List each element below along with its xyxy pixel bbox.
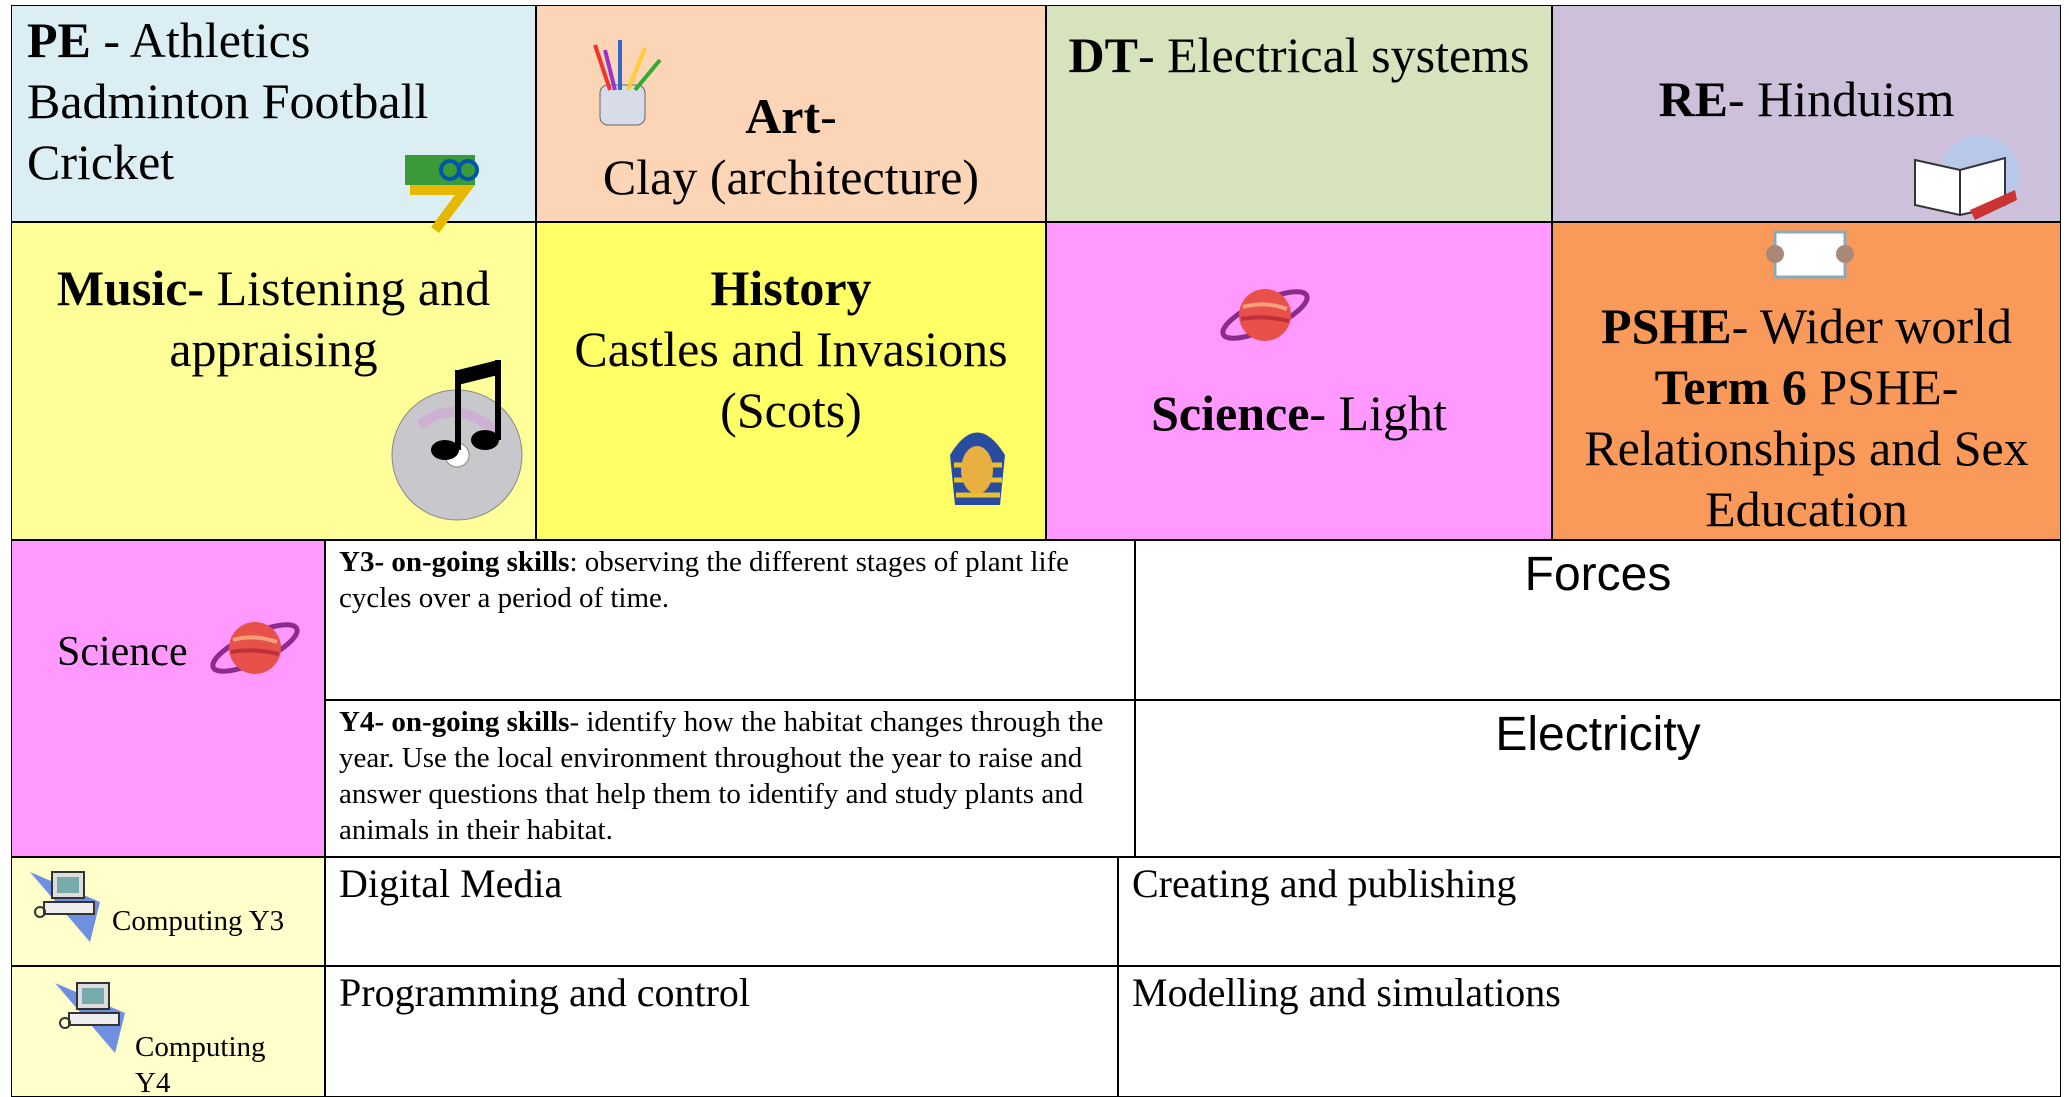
- computing-cell: [325, 857, 1118, 966]
- text-part: Term 6: [1654, 359, 1807, 415]
- computing-topic: Modelling and simulations: [1132, 970, 1561, 1015]
- text-part: PE: [27, 12, 91, 68]
- icon: [55, 982, 125, 1053]
- text-part: Science: [1151, 385, 1310, 441]
- topic-cell: [1135, 700, 2061, 857]
- science-label: Science: [57, 629, 188, 675]
- text-part: : observing the different stages of plan…: [339, 546, 1070, 614]
- text-part: Y4- on-going skills: [339, 706, 570, 738]
- skills-cell: [325, 700, 1135, 857]
- subject-text: Art-Clay (architecture): [546, 86, 1036, 208]
- subject-text: PSHE- Wider world Term 6 PSHE- Relations…: [1562, 296, 2051, 540]
- text-part: PSHE- Relationships and Sex Education: [1584, 359, 2029, 537]
- text-part: History: [710, 260, 872, 316]
- text-part: - Electrical systems: [1137, 27, 1530, 83]
- subject-text: Science- Light: [1056, 383, 1542, 444]
- text-part: DT: [1068, 27, 1138, 83]
- computing-cell: [325, 966, 1118, 1097]
- computing-cell: [1118, 857, 2061, 966]
- computing-label: Computing Y3: [112, 905, 285, 937]
- computing-topic: Digital Media: [339, 861, 563, 906]
- text-part: PSHE: [1601, 298, 1732, 354]
- text-part: -: [820, 88, 837, 144]
- computing-topic: Programming and control: [339, 970, 751, 1015]
- text-part: - identify how the habitat changes throu…: [339, 706, 1104, 846]
- icon: [1766, 230, 1854, 279]
- subject-text: HistoryCastles and Invasions (Scots): [546, 258, 1036, 441]
- topic-text: Forces: [1524, 548, 1672, 601]
- computing-topic: Creating and publishing: [1132, 861, 1517, 906]
- text-part: Music-: [56, 260, 205, 316]
- text-part: - Light: [1309, 385, 1447, 441]
- subject-text: Music- Listening and appraising: [21, 258, 526, 380]
- icon: [593, 40, 662, 126]
- subject-text: RE- Hinduism: [1562, 69, 2051, 130]
- computing-label: Computing Y4: [135, 1031, 266, 1097]
- skills-text: Y4- on-going skills- identify how the ha…: [339, 704, 1119, 848]
- text-part: Y3- on-going skills: [339, 546, 570, 578]
- subject-text: PE - Athletics Badminton Football Cricke…: [27, 10, 520, 193]
- science-label-cell: [11, 540, 325, 857]
- text-part: - Wider world: [1731, 298, 2012, 354]
- icon: [405, 155, 479, 233]
- skills-cell: [325, 540, 1135, 700]
- icon: [391, 360, 523, 521]
- icon: [210, 622, 300, 674]
- icon: [30, 871, 100, 942]
- icon: [1914, 135, 2020, 220]
- computing-cell: [1118, 966, 2061, 1097]
- text-part: Art: [745, 88, 821, 144]
- text-part: - Athletics Badminton Football Cricket: [27, 12, 429, 190]
- icon: [1220, 289, 1310, 341]
- text-part: RE: [1658, 71, 1729, 127]
- subject-cell: [1046, 222, 1552, 540]
- subject-text: DT- Electrical systems: [1056, 25, 1542, 86]
- subject-cell: [1046, 5, 1552, 222]
- icon: [950, 432, 1005, 505]
- text-part: - Hinduism: [1728, 71, 1955, 127]
- text-part: Clay (architecture): [602, 149, 980, 205]
- topic-text: Electricity: [1495, 708, 1701, 761]
- skills-text: Y3- on-going skills: observing the diffe…: [339, 544, 1119, 616]
- topic-cell: [1135, 540, 2061, 700]
- text-part: Listening and appraising: [169, 260, 491, 377]
